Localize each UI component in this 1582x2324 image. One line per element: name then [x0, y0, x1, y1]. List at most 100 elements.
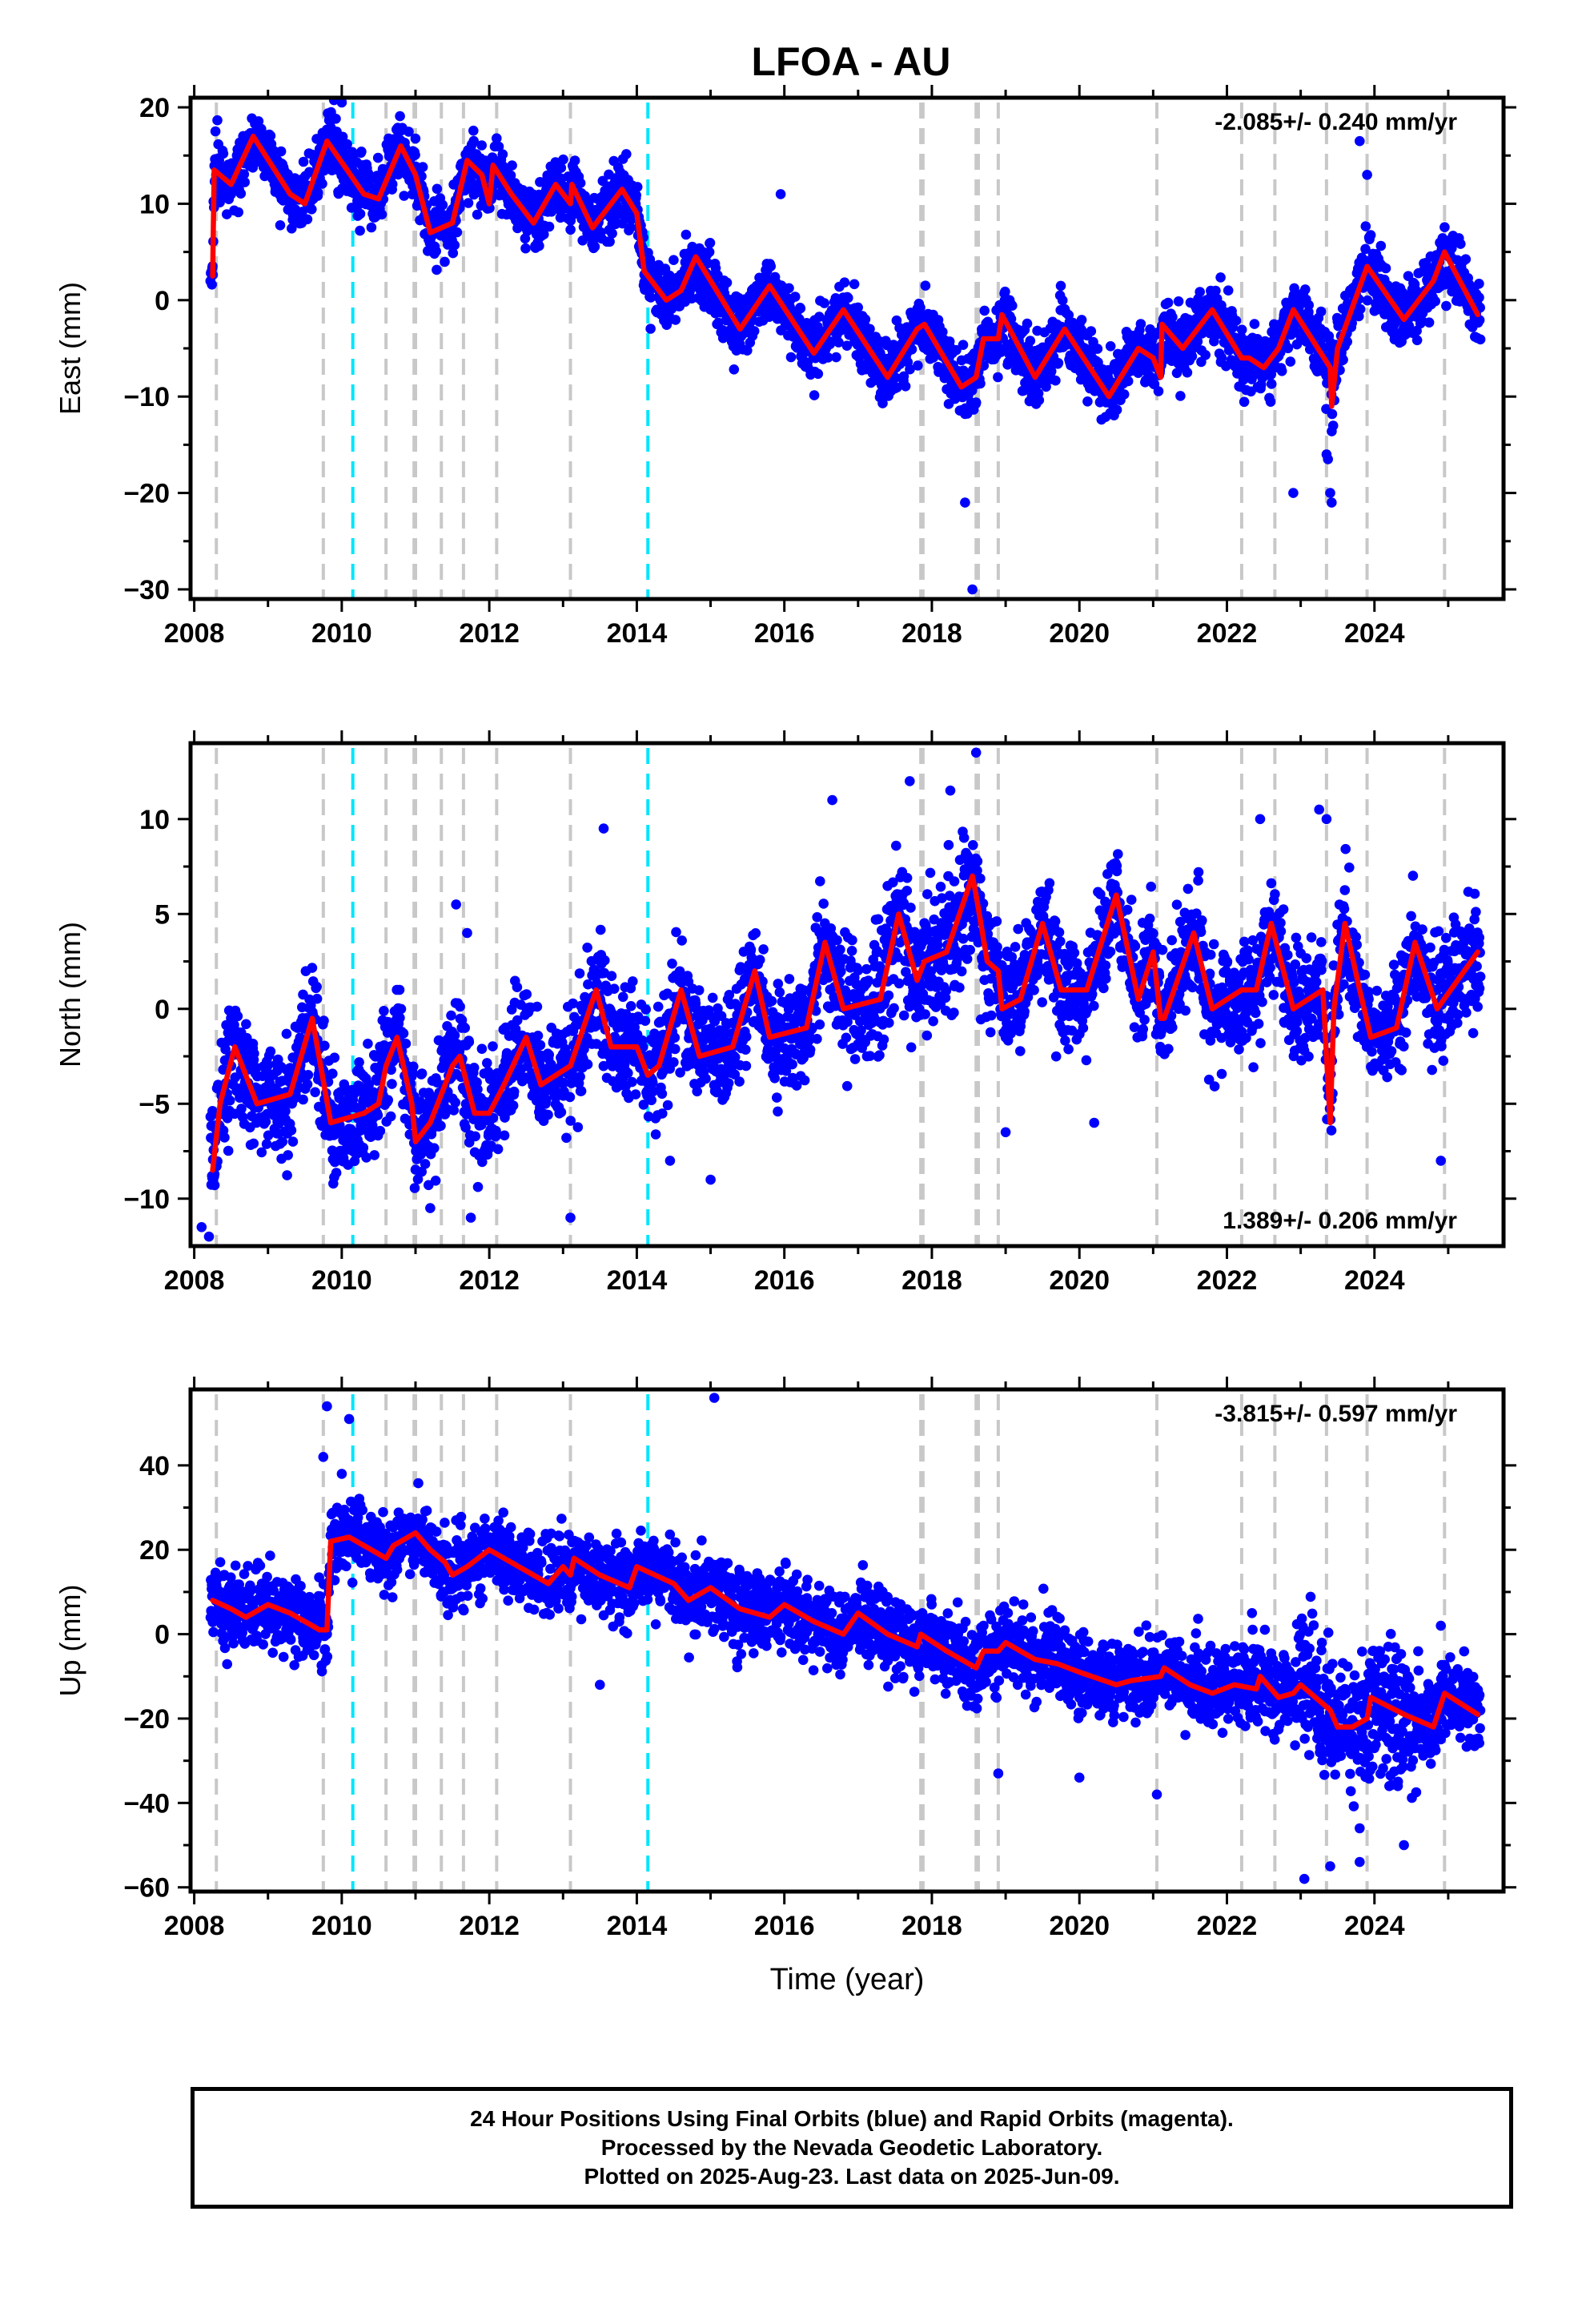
x-tick-label: 2020 [1049, 618, 1110, 649]
x-tick-label: 2024 [1344, 618, 1405, 649]
data-point [765, 261, 776, 271]
data-point [1211, 285, 1221, 296]
data-point [218, 148, 229, 159]
data-point [356, 147, 367, 157]
data-point [1355, 304, 1366, 315]
data-point [219, 1132, 230, 1143]
data-point [1460, 254, 1472, 265]
data-point [358, 1142, 369, 1153]
data-point [247, 1039, 259, 1049]
data-point [1375, 240, 1387, 251]
data-point [1041, 381, 1051, 392]
data-point [342, 139, 352, 150]
data-point [455, 1001, 465, 1012]
data-point [417, 162, 428, 172]
data-point [1182, 367, 1193, 378]
data-point [460, 1122, 471, 1133]
data-point [1360, 243, 1371, 255]
data-point [1380, 263, 1391, 274]
data-point [331, 1168, 342, 1178]
data-point [813, 368, 824, 380]
data-point [1365, 230, 1376, 240]
data-point [329, 1052, 340, 1063]
data-point [1192, 336, 1203, 347]
y-tick-label: −20 [123, 479, 170, 509]
data-point [713, 317, 724, 328]
data-point [705, 238, 716, 248]
data-point [831, 352, 841, 363]
data-point [207, 279, 218, 290]
data-point [508, 1086, 520, 1097]
data-point [281, 1028, 292, 1039]
data-point [507, 160, 517, 171]
data-point [261, 1139, 272, 1149]
data-point-outlier [1325, 488, 1335, 498]
data-point [898, 371, 909, 382]
data-point [638, 1100, 649, 1110]
y-axis-label: East (mm) [54, 282, 86, 415]
data-point [1118, 389, 1130, 400]
data-point [1315, 306, 1327, 317]
data-point [232, 1011, 243, 1022]
data-point [1327, 408, 1338, 420]
data-point [721, 277, 733, 288]
data-point [317, 179, 327, 189]
data-point [337, 131, 348, 143]
data-point [493, 141, 504, 152]
data-point [410, 133, 421, 144]
data-point [539, 229, 549, 240]
data-point [327, 1068, 338, 1079]
data-point [1046, 366, 1057, 376]
data-point [1175, 391, 1186, 401]
data-point [576, 1086, 587, 1096]
data-point [429, 1143, 440, 1153]
data-point [900, 381, 911, 392]
data-point [592, 978, 602, 989]
data-point [275, 146, 287, 157]
data-point [534, 240, 544, 251]
data-point [369, 1150, 380, 1160]
data-point [704, 247, 715, 258]
data-point [1034, 395, 1045, 406]
data-point [472, 1084, 483, 1095]
data-point [448, 247, 459, 259]
data-point [913, 360, 923, 371]
data-point [430, 1176, 441, 1186]
data-point [409, 1183, 420, 1193]
data-point [331, 114, 341, 124]
data-point [1153, 386, 1164, 396]
data-point [404, 127, 414, 137]
data-point [853, 302, 863, 313]
data-point [448, 1105, 460, 1116]
data-point [579, 1040, 590, 1051]
panel-frame [188, 95, 1506, 601]
data-point [785, 352, 797, 363]
data-point [520, 243, 531, 254]
data-point [510, 1023, 521, 1035]
data-point [363, 1039, 373, 1049]
data-point [569, 155, 580, 166]
data-point [386, 1064, 396, 1076]
chart-panels: 2008 2010 2012 2014 2016 2018 2020 2022 20242010… [54, 85, 1516, 1996]
data-point [1200, 350, 1211, 360]
data-point [597, 175, 608, 187]
data-point [1173, 296, 1184, 307]
data-point [556, 1107, 567, 1118]
data-point [302, 214, 313, 225]
data-point [468, 125, 479, 136]
data-point [265, 1046, 276, 1057]
data-point [383, 1095, 394, 1105]
data-point [993, 372, 1003, 383]
data-point [809, 390, 820, 400]
data-point [789, 292, 801, 302]
data-point-outlier [1327, 497, 1337, 508]
data-point [558, 154, 568, 165]
chart-title: LFOA - AU [751, 39, 950, 84]
data-point [1050, 375, 1061, 386]
data-point [319, 1040, 330, 1051]
data-point [1236, 324, 1247, 336]
data-point [1223, 285, 1234, 296]
data-point [505, 170, 516, 181]
data-point [574, 968, 585, 979]
data-point [749, 326, 760, 336]
